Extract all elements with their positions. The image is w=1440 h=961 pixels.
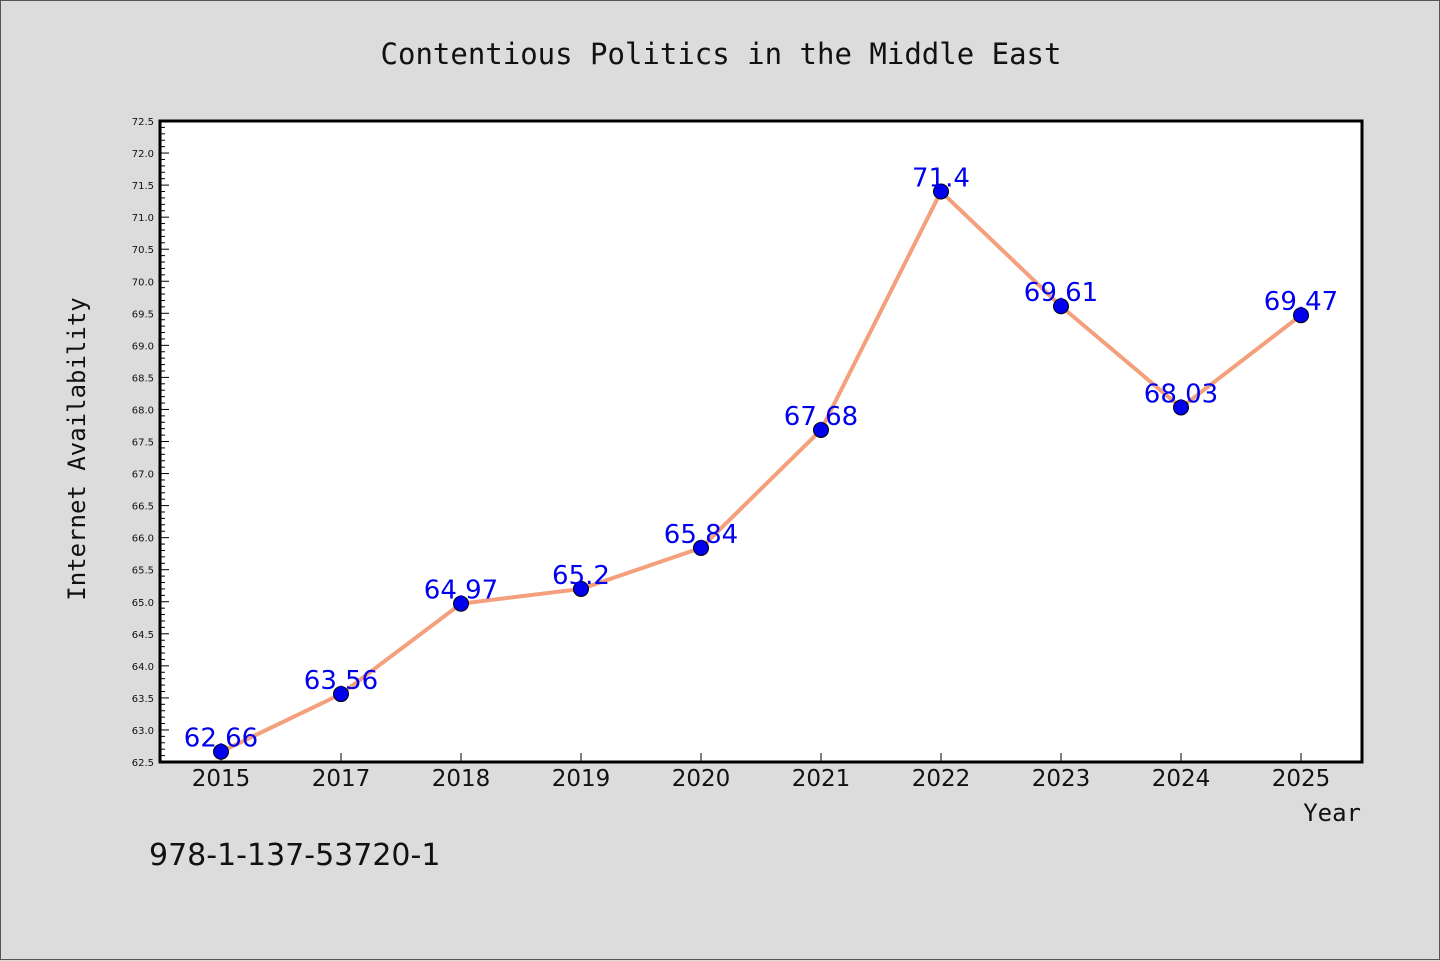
data-point	[1053, 298, 1069, 315]
data-label: 65.84	[664, 520, 738, 550]
y-tick-label: 72.5	[132, 117, 154, 128]
x-tick-label: 2022	[912, 766, 971, 792]
series-line	[219, 189, 1303, 754]
data-point	[1173, 399, 1189, 416]
x-tick-label: 2019	[552, 766, 611, 792]
y-tick-label: 66.0	[132, 534, 154, 545]
y-axis: 62.5 63.0 63.5 64.0 64.5 65.0 65.5 66.0 66.5 67.0…	[132, 117, 169, 769]
chart-title: Contentious Politics in the Middle East	[381, 37, 1062, 71]
data-label: 69.61	[1024, 278, 1098, 308]
plot-area	[158, 119, 1364, 764]
y-tick-label: 65.5	[132, 566, 154, 577]
data-label-group: 62.66 63.56 64.97 65.2 65.84 67.68 71.4 69.61 68…	[184, 164, 1338, 754]
y-tick-label: 70.0	[132, 277, 154, 288]
marker-group	[213, 183, 1309, 760]
y-axis-title: Internet Availability	[63, 297, 91, 600]
y-tick-label: 62.5	[132, 758, 154, 769]
y-tick-label: 71.5	[132, 181, 154, 192]
y-tick-label: 68.0	[132, 405, 154, 416]
data-point	[933, 183, 949, 200]
data-point	[213, 743, 229, 760]
y-tick-label: 69.5	[132, 309, 154, 320]
data-label: 62.66	[184, 724, 258, 754]
y-tick-label: 67.5	[132, 438, 154, 449]
x-tick-label: 2020	[672, 766, 731, 792]
data-point	[333, 686, 349, 703]
y-tick-label: 70.5	[132, 245, 154, 256]
x-tick-label: 2024	[1152, 766, 1211, 792]
x-tick-label: 2015	[192, 766, 251, 792]
data-point	[573, 580, 589, 597]
data-label: 67.68	[784, 402, 858, 432]
y-tick-label: 71.0	[132, 213, 154, 224]
y-tick-label: 63.0	[132, 726, 154, 737]
data-point	[453, 595, 469, 612]
x-tick-label: 2021	[792, 766, 851, 792]
data-label: 64.97	[424, 576, 498, 606]
x-tick-label: 2023	[1032, 766, 1091, 792]
y-tick-label: 67.0	[132, 470, 154, 481]
y-tick-label: 68.5	[132, 373, 154, 384]
series-line-group	[219, 189, 1303, 754]
x-tick-label: 2025	[1272, 766, 1331, 792]
data-point	[693, 539, 709, 556]
data-label: 69.47	[1264, 287, 1338, 317]
data-point	[1293, 307, 1309, 324]
data-label: 68.03	[1144, 380, 1218, 410]
y-tick-label: 72.0	[132, 149, 154, 160]
y-tick-label: 66.5	[132, 502, 154, 513]
x-tick-label: 2017	[312, 766, 371, 792]
data-label: 65.2	[552, 561, 610, 591]
y-tick-label: 63.5	[132, 694, 154, 705]
data-label: 63.56	[304, 666, 378, 696]
y-tick-label: 64.5	[132, 630, 154, 641]
isbn-text: 978-1-137-53720-1	[149, 838, 440, 873]
y-tick-label: 69.0	[132, 341, 154, 352]
x-axis-title: Year	[1303, 799, 1361, 827]
data-label: 71.4	[912, 164, 970, 194]
x-axis: 2015 2017 2018 2019 2020 2021 2022 2023 2024 2025	[192, 753, 1331, 792]
data-point	[813, 421, 829, 438]
y-tick-label: 65.0	[132, 598, 154, 609]
y-tick-label: 64.0	[132, 662, 154, 673]
x-tick-label: 2018	[432, 766, 491, 792]
